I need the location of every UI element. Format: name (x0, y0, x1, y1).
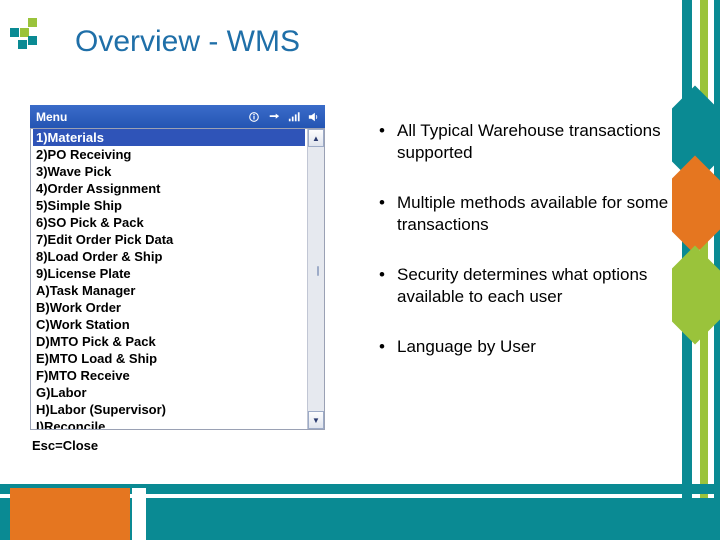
menu-list[interactable]: 1)Materials2)PO Receiving3)Wave Pick4)Or… (31, 129, 307, 429)
menu-item[interactable]: F)MTO Receive (33, 367, 305, 384)
menu-item[interactable]: 5)Simple Ship (33, 197, 305, 214)
window-footer: Esc=Close (30, 438, 325, 453)
scroll-down-button[interactable]: ▼ (308, 411, 324, 429)
window-body: 1)Materials2)PO Receiving3)Wave Pick4)Or… (30, 128, 325, 430)
menu-item[interactable]: A)Task Manager (33, 282, 305, 299)
menu-item[interactable]: I)Reconcile (33, 418, 305, 429)
scrollbar[interactable]: ▲ ▼ (307, 129, 324, 429)
menu-item[interactable]: 2)PO Receiving (33, 146, 305, 163)
scrollbar-thumb[interactable] (317, 266, 319, 276)
menu-item[interactable]: 8)Load Order & Ship (33, 248, 305, 265)
swap-icon (267, 110, 281, 124)
bullet-item: Security determines what options availab… (375, 264, 685, 308)
decoration-right (672, 0, 720, 540)
menu-window: Menu 1)Materials2)PO Receiving3)Wave Pic… (30, 105, 325, 458)
menu-item[interactable]: G)Labor (33, 384, 305, 401)
brand-logo (10, 18, 42, 50)
menu-item[interactable]: 3)Wave Pick (33, 163, 305, 180)
status-tray (247, 110, 321, 124)
page-title: Overview - WMS (75, 25, 300, 59)
info-icon (247, 110, 261, 124)
signal-icon (287, 110, 301, 124)
window-title: Menu (36, 110, 67, 124)
volume-icon (307, 110, 321, 124)
menu-item[interactable]: H)Labor (Supervisor) (33, 401, 305, 418)
menu-item[interactable]: E)MTO Load & Ship (33, 350, 305, 367)
bullet-list: All Typical Warehouse transactions suppo… (375, 120, 685, 386)
menu-item[interactable]: 1)Materials (33, 129, 305, 146)
menu-item[interactable]: C)Work Station (33, 316, 305, 333)
decoration-bottom (0, 485, 720, 540)
menu-item[interactable]: 7)Edit Order Pick Data (33, 231, 305, 248)
menu-item[interactable]: 6)SO Pick & Pack (33, 214, 305, 231)
menu-item[interactable]: 9)License Plate (33, 265, 305, 282)
window-titlebar: Menu (30, 105, 325, 128)
bullet-item: Multiple methods available for some tran… (375, 192, 685, 236)
bullet-item: All Typical Warehouse transactions suppo… (375, 120, 685, 164)
menu-item[interactable]: B)Work Order (33, 299, 305, 316)
menu-item[interactable]: 4)Order Assignment (33, 180, 305, 197)
scroll-up-button[interactable]: ▲ (308, 129, 324, 147)
bullet-item: Language by User (375, 336, 685, 358)
menu-item[interactable]: D)MTO Pick & Pack (33, 333, 305, 350)
